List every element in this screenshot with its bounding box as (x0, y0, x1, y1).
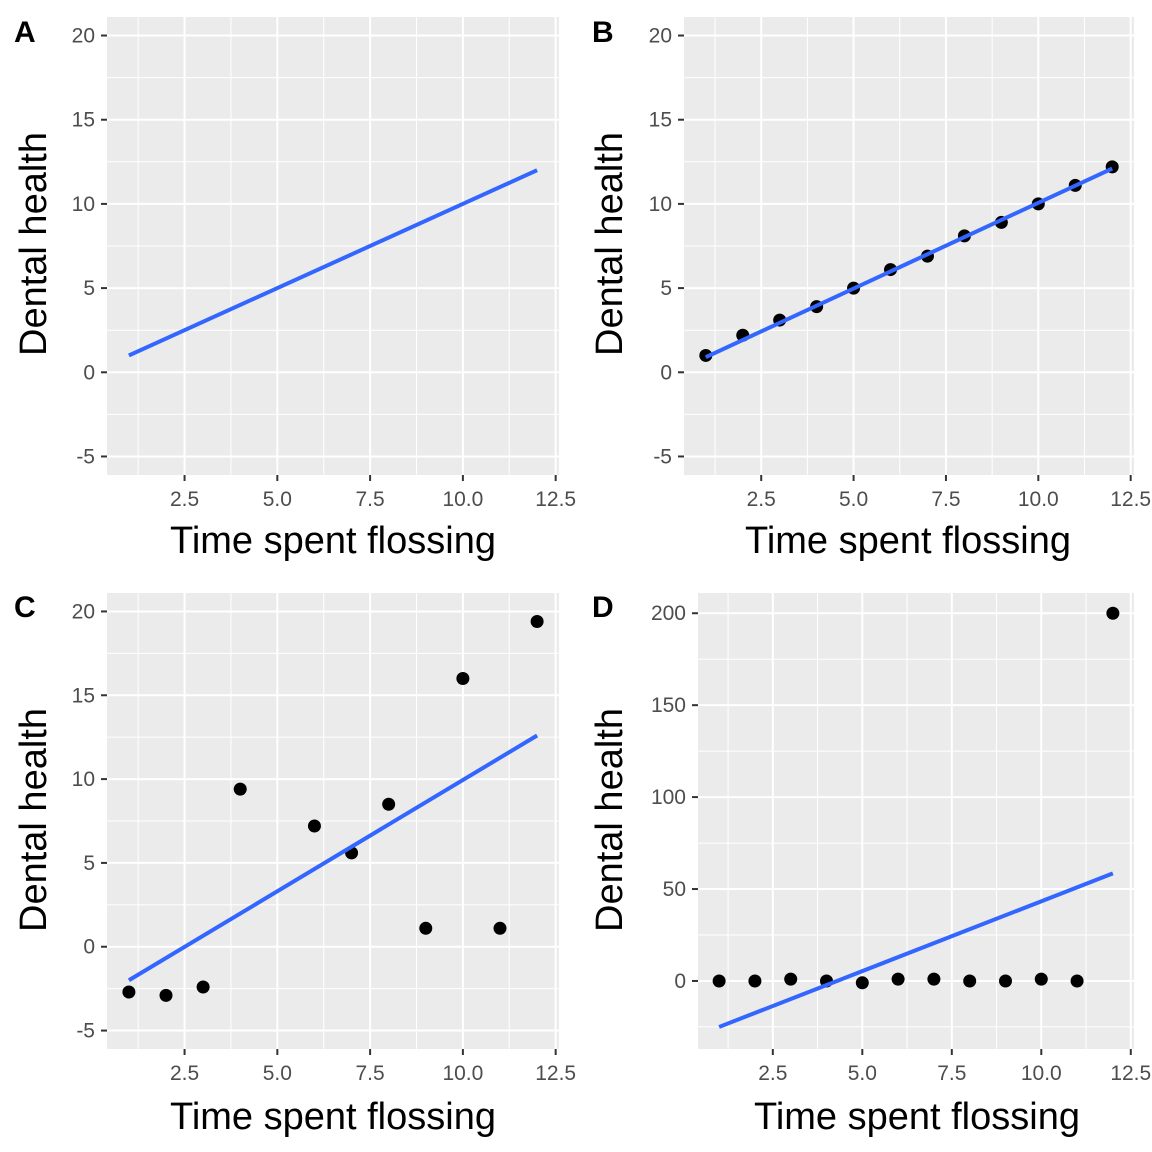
panel-c-x-tick-label: 10.0 (442, 1062, 483, 1085)
panel-c-y-tick-label: 5 (83, 852, 95, 875)
panel-a-y-tick-label: -5 (76, 445, 95, 468)
panel-d-x-tick-label: 10.0 (1021, 1062, 1062, 1085)
panel-d-x-axis-title: Time spent flossing (754, 1096, 1080, 1138)
panel-b: 2.5 5.0 7.5 10.0 12.5 -5 0 5 10 15 20 B Time spent… (589, 16, 1151, 562)
panel-b-y-tick-label: -5 (653, 445, 672, 468)
panel-c-data-point (122, 985, 136, 999)
panel-c-x-tick-label: 7.5 (356, 1062, 385, 1085)
panel-b-x-tick-label: 5.0 (839, 488, 868, 511)
panel-d-x-tick-label: 12.5 (1110, 1062, 1151, 1085)
panel-a-y-tick-label: 0 (83, 361, 95, 384)
panel-a-x-tick-label: 7.5 (356, 488, 385, 511)
panel-d-tag: D (592, 591, 614, 624)
panel-c-data-point (233, 782, 247, 796)
panel-c-y-tick-label: 0 (83, 936, 95, 959)
panel-c-x-tick-label: 5.0 (263, 1062, 292, 1085)
panel-b-y-tick-label: 10 (649, 193, 672, 216)
panel-c-x-axis-title: Time spent flossing (170, 1096, 496, 1138)
panel-d-x-tick-label: 2.5 (758, 1062, 787, 1085)
panel-a-y-tick-label: 5 (83, 277, 95, 300)
panel-c-y-tick-label: 15 (72, 684, 95, 707)
panel-c-data-point (159, 988, 173, 1002)
panel-d-data-point (998, 974, 1012, 988)
panel-b-y-tick-label: 20 (649, 25, 672, 48)
panel-c-data-point (419, 921, 433, 935)
panel-b-x-tick-label: 7.5 (931, 488, 960, 511)
panel-d-data-point (748, 974, 762, 988)
panel-d-data-point (927, 972, 941, 986)
panel-d-background (698, 593, 1134, 1049)
panel-c-data-point (493, 921, 507, 935)
panel-b-x-tick-label: 10.0 (1018, 488, 1059, 511)
panel-b-x-tick-label: 2.5 (747, 488, 776, 511)
panel-d-data-point (963, 974, 977, 988)
panel-a-y-tick-label: 20 (72, 25, 95, 48)
panel-d-y-axis-title: Dental health (589, 708, 631, 932)
panel-a-y-tick-label: 10 (72, 193, 95, 216)
panel-c-x-tick-label: 12.5 (535, 1062, 576, 1085)
panel-d-data-point (1070, 974, 1084, 988)
panel-a-x-tick-label: 2.5 (170, 488, 199, 511)
panel-c-y-tick-label: 20 (72, 600, 95, 623)
panel-b-tag: B (592, 16, 614, 49)
panel-d-y-tick-label: 50 (663, 878, 686, 901)
panel-c-data-point (456, 672, 470, 685)
panel-b-x-tick-label: 12.5 (1110, 488, 1151, 511)
panel-b-x-axis-title: Time spent flossing (745, 520, 1071, 562)
panel-d-x-tick-label: 5.0 (848, 1062, 877, 1085)
panel-a-x-tick-label: 10.0 (442, 488, 483, 511)
panel-d-y-tick-label: 0 (674, 970, 686, 993)
panel-a-plot-area: 2.5 5.0 7.5 10.0 12.5 -5 0 5 10 15 20 (72, 17, 576, 511)
panel-a-y-tick-label: 15 (72, 109, 95, 132)
panel-b-plot-area: 2.5 5.0 7.5 10.0 12.5 -5 0 5 10 15 20 (649, 17, 1151, 511)
panel-a-regression-line (128, 168, 538, 358)
panel-c-plot-area: 2.5 5.0 7.5 10.0 12.5 -5 0 5 10 15 20 (72, 593, 576, 1085)
panel-d-data-point (784, 972, 798, 986)
panel-c-data-point (307, 819, 321, 833)
panel-c-y-tick-label: -5 (76, 1020, 95, 1043)
panel-a: 2.5 5.0 7.5 10.0 12.5 -5 0 5 10 15 20 A Time spent… (13, 16, 576, 562)
panel-d-data-point (712, 974, 726, 988)
panel-d-y-tick-label: 150 (651, 694, 686, 717)
panel-b-y-tick-label: 5 (660, 277, 672, 300)
panel-c: 2.5 5.0 7.5 10.0 12.5 -5 0 5 10 15 20 C Time spent… (13, 591, 576, 1138)
panel-a-tag: A (14, 16, 36, 49)
panel-d-data-point (1034, 972, 1048, 986)
panel-b-y-tick-label: 0 (660, 361, 672, 384)
panel-a-x-tick-label: 12.5 (535, 488, 576, 511)
panel-d-data-point (891, 972, 905, 986)
panel-c-y-tick-label: 10 (72, 768, 95, 791)
panel-d-plot-area: 2.5 5.0 7.5 10.0 12.5 0 50 100 150 200 (651, 593, 1151, 1085)
panel-d-x-tick-label: 7.5 (937, 1062, 966, 1085)
panel-b-y-axis-title: Dental health (589, 132, 631, 356)
panel-d-data-point (1106, 606, 1120, 620)
panel-d-data-point (855, 976, 869, 990)
panel-c-y-axis-title: Dental health (13, 708, 55, 932)
panel-c-data-point (382, 797, 396, 811)
panel-c-tag: C (14, 591, 36, 624)
panel-c-data-point (530, 615, 544, 628)
panel-a-y-axis-title: Dental health (13, 132, 55, 356)
panel-b-y-tick-label: 15 (649, 109, 672, 132)
panel-b-regression-line (704, 166, 1114, 359)
panel-d-regression-line (718, 871, 1114, 1029)
panel-d: 2.5 5.0 7.5 10.0 12.5 0 50 100 150 200 D Time spe… (589, 591, 1151, 1138)
panel-c-x-tick-label: 2.5 (170, 1062, 199, 1085)
panel-c-regression-line (127, 733, 539, 982)
panel-a-x-axis-title: Time spent flossing (170, 520, 496, 562)
panel-a-x-tick-label: 5.0 (263, 488, 292, 511)
panel-c-data-point (196, 980, 210, 994)
panel-d-y-tick-label: 200 (651, 602, 686, 625)
panel-d-y-tick-label: 100 (651, 786, 686, 809)
